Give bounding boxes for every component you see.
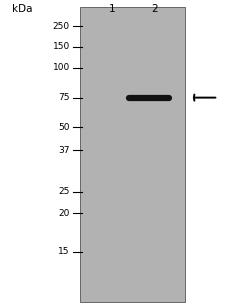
Text: 20: 20	[58, 209, 70, 218]
Text: 100: 100	[52, 63, 70, 72]
Text: 37: 37	[58, 146, 70, 155]
Text: 15: 15	[58, 247, 70, 256]
Bar	[80, 7, 184, 302]
Text: 25: 25	[58, 187, 70, 196]
Text: 250: 250	[53, 21, 70, 31]
Text: 75: 75	[58, 93, 70, 102]
Text: 1: 1	[109, 4, 116, 14]
Text: kDa: kDa	[12, 4, 33, 14]
Text: 50: 50	[58, 123, 70, 132]
Text: 2: 2	[151, 4, 157, 14]
Text: 150: 150	[52, 42, 70, 51]
